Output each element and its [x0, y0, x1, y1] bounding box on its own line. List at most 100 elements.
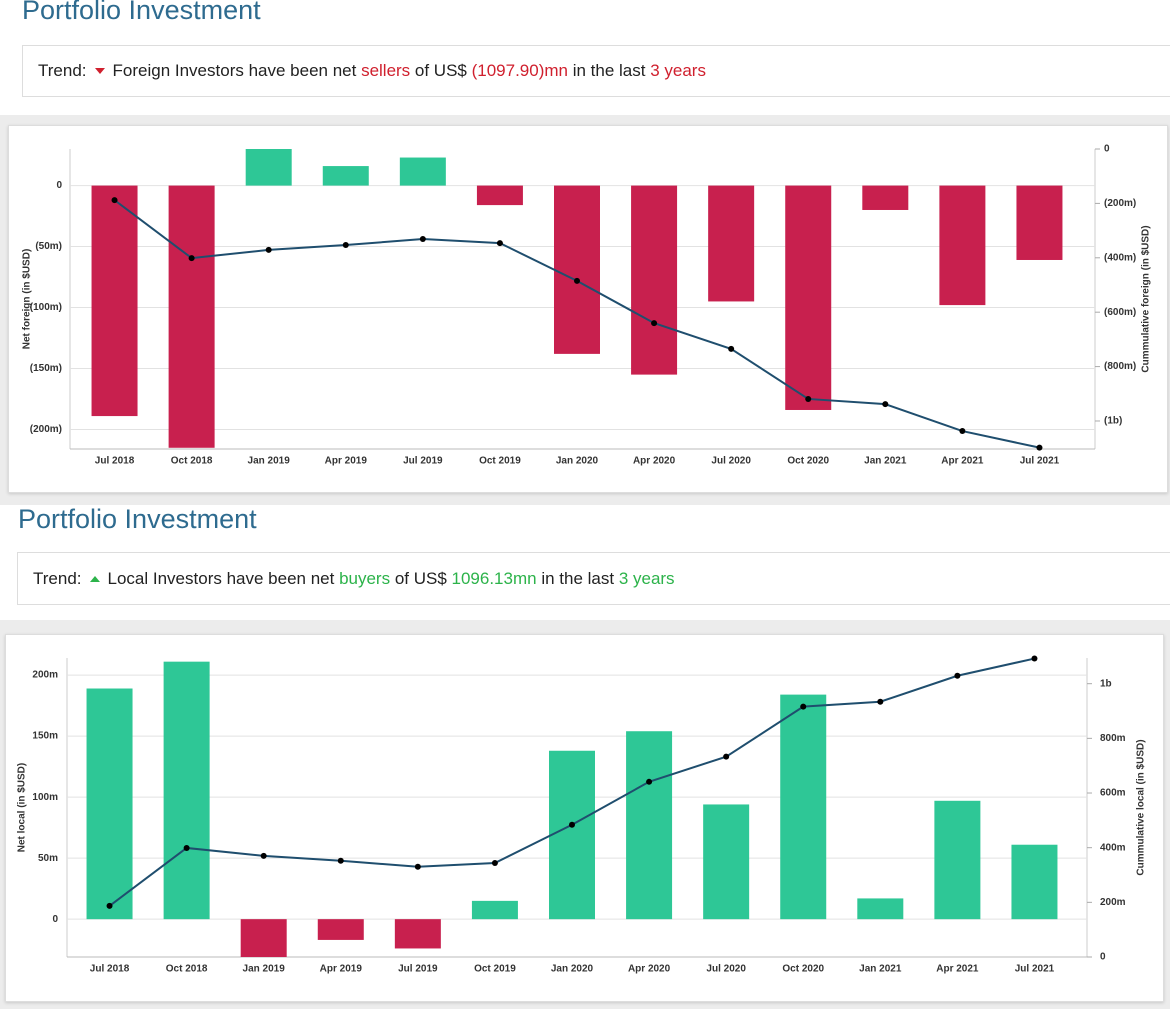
y-tick-label: 100m	[32, 792, 58, 803]
bar	[934, 800, 981, 920]
y-tick-label: 0	[56, 180, 62, 191]
y2-tick-label: 0	[1100, 952, 1106, 963]
trend-text: in the last	[568, 61, 651, 80]
line-point	[1036, 444, 1043, 451]
line-point	[954, 672, 961, 679]
y2-tick-label: (800m)	[1104, 361, 1136, 372]
bar	[245, 149, 292, 186]
y2-axis-title: Cummulative foreign (in $USD)	[1141, 225, 1152, 372]
x-tick-label: Apr 2020	[633, 456, 676, 467]
x-tick-label: Jan 2021	[859, 964, 902, 975]
x-tick-label: Oct 2020	[787, 456, 829, 467]
trend-text: 3 years	[650, 61, 706, 80]
line-point	[337, 857, 344, 864]
bar	[554, 185, 600, 354]
bar	[862, 185, 909, 210]
y-axis-title: Net foreign (in $USD)	[22, 249, 33, 350]
bar	[703, 804, 750, 920]
bar	[163, 661, 210, 920]
bar	[399, 157, 446, 186]
line-point	[877, 698, 884, 705]
x-tick-label: Jul 2019	[398, 964, 438, 975]
line-point	[106, 902, 113, 909]
bar	[322, 166, 369, 186]
bar	[91, 185, 138, 417]
bar	[471, 900, 518, 920]
y-tick-label: 150m	[32, 731, 58, 742]
trend-box: Trend: Foreign Investors have been net se…	[22, 45, 1170, 97]
y-tick-label: (200m)	[30, 424, 62, 435]
line-point	[188, 255, 195, 262]
line-point	[800, 703, 807, 710]
x-tick-label: Oct 2018	[171, 456, 213, 467]
bar	[626, 731, 673, 920]
x-tick-label: Jan 2020	[551, 964, 594, 975]
trend-text: sellers	[361, 61, 411, 80]
x-tick-label: Apr 2021	[941, 456, 984, 467]
x-tick-label: Jan 2019	[243, 964, 286, 975]
trend-text: of US$	[390, 568, 452, 588]
y2-tick-label: 200m	[1100, 897, 1126, 908]
y2-tick-label: (600m)	[1104, 307, 1136, 318]
trend-text: (1097.90)mn	[471, 61, 568, 80]
line-point	[728, 345, 735, 352]
bar	[631, 185, 678, 375]
section-title: Portfolio Investment	[18, 504, 257, 534]
bar	[240, 919, 287, 957]
bar	[549, 750, 595, 920]
y2-tick-label: 800m	[1100, 733, 1126, 744]
line-point	[805, 395, 812, 402]
x-tick-label: Jan 2021	[864, 456, 907, 467]
bar	[86, 688, 133, 920]
y-tick-label: (50m)	[35, 241, 62, 252]
line-point	[414, 863, 421, 870]
bar	[780, 694, 827, 920]
trend-arrow	[94, 68, 105, 74]
trend-text: in the last	[536, 568, 619, 588]
bar	[1011, 844, 1058, 920]
trend-text: 3 years	[618, 568, 675, 588]
line-point	[569, 821, 575, 828]
x-tick-label: Oct 2019	[474, 964, 516, 975]
trend-text: of US$	[410, 61, 472, 80]
y2-tick-label: (1b)	[1104, 416, 1122, 427]
y-tick-label: 50m	[38, 853, 58, 864]
y-tick-label: (100m)	[30, 302, 62, 313]
line-point	[265, 246, 272, 253]
x-tick-label: Jul 2018	[95, 456, 135, 467]
line-point	[723, 753, 730, 760]
x-tick-label: Jul 2020	[711, 456, 751, 467]
bar	[394, 919, 441, 949]
y2-tick-label: (400m)	[1104, 252, 1136, 263]
line-point	[646, 778, 653, 785]
y-tick-label: (150m)	[30, 363, 62, 374]
line-point	[491, 859, 498, 866]
x-tick-label: Oct 2019	[479, 456, 521, 467]
trend-text: Foreign Investors have been net	[112, 61, 362, 80]
x-tick-label: Apr 2019	[320, 964, 363, 975]
y-tick-label: 200m	[32, 670, 58, 681]
line-point	[260, 852, 267, 859]
line-point	[574, 277, 580, 284]
y2-tick-label: 400m	[1100, 842, 1126, 853]
y2-tick-label: 600m	[1100, 788, 1126, 799]
y2-tick-label: 1b	[1100, 678, 1112, 689]
y-axis-title: Net local (in $USD)	[17, 763, 28, 852]
trend-text: buyers	[339, 568, 391, 588]
bar	[708, 185, 755, 302]
y2-tick-label: 0	[1104, 144, 1110, 155]
line-point	[419, 236, 426, 243]
line-point	[342, 242, 349, 249]
bar	[476, 185, 523, 206]
x-tick-label: Jul 2019	[403, 456, 443, 467]
y-tick-label: 0	[52, 914, 58, 925]
trend-text: Local Investors have been net	[107, 568, 340, 588]
x-tick-label: Apr 2019	[325, 456, 368, 467]
bar	[168, 185, 215, 448]
x-tick-label: Jul 2018	[90, 964, 130, 975]
line-point	[496, 240, 503, 247]
line-point	[111, 197, 118, 204]
bar	[857, 898, 904, 920]
